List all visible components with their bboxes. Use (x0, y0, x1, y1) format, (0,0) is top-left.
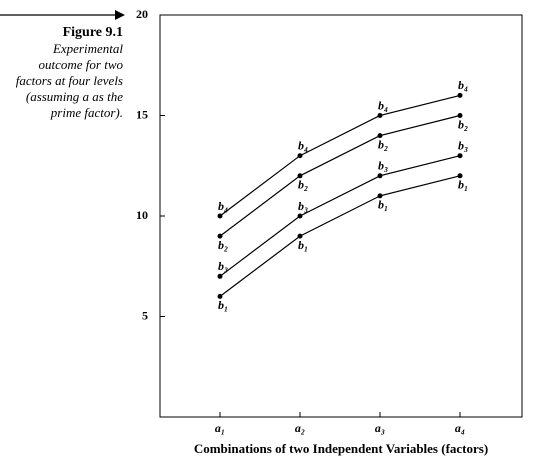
point-label: b₂ (378, 137, 388, 151)
series-line (219, 94, 461, 217)
x-tick-label: a₃ (375, 421, 385, 435)
x-axis-label: Combinations of two Independent Variable… (194, 441, 488, 456)
caption-line: outcome for two (39, 57, 124, 72)
data-point (377, 133, 383, 139)
data-point (217, 273, 223, 279)
series-line (219, 175, 461, 297)
data-point (377, 193, 383, 199)
data-point (217, 293, 223, 299)
data-point (377, 173, 383, 179)
point-label: b₁ (298, 238, 308, 252)
point-label: b₁ (458, 178, 468, 192)
point-label: b₄ (378, 98, 388, 112)
caption-line: factors at four levels (16, 73, 123, 88)
x-tick-label: a₂ (295, 421, 305, 435)
caption-line: (assuming a as the (26, 89, 123, 104)
data-point (217, 213, 223, 219)
point-label: b₁ (218, 298, 228, 312)
data-point (297, 213, 303, 219)
arrow-head (115, 10, 125, 20)
y-tick-label: 10 (136, 208, 148, 222)
series-line (219, 155, 461, 277)
data-point (457, 92, 463, 98)
data-point (297, 233, 303, 239)
data-point (217, 233, 223, 239)
y-tick-label: 5 (142, 308, 148, 322)
series-line (219, 114, 461, 237)
x-tick-label: a₁ (215, 421, 225, 435)
figure-number: Figure 9.1 (63, 25, 123, 40)
data-point (297, 153, 303, 159)
point-label: b₁ (378, 198, 388, 212)
point-label: b₃ (378, 159, 388, 173)
point-label: b₃ (458, 138, 468, 152)
point-label: b₃ (218, 259, 228, 273)
point-label: b₄ (218, 199, 228, 213)
data-point (457, 173, 463, 179)
point-label: b₄ (458, 78, 468, 92)
point-label: b₂ (458, 117, 468, 131)
y-tick-label: 15 (136, 107, 148, 121)
y-tick-label: 20 (136, 7, 148, 21)
point-label: b₂ (218, 238, 228, 252)
caption-line: prime factor). (50, 105, 123, 120)
point-label: b₃ (298, 199, 308, 213)
caption-line: Experimental (52, 41, 123, 56)
data-point (457, 153, 463, 159)
data-point (297, 173, 303, 179)
data-point (457, 113, 463, 118)
point-label: b₂ (298, 178, 308, 192)
x-tick-label: a₄ (455, 421, 465, 435)
data-point (377, 113, 383, 118)
point-label: b₄ (298, 138, 308, 152)
